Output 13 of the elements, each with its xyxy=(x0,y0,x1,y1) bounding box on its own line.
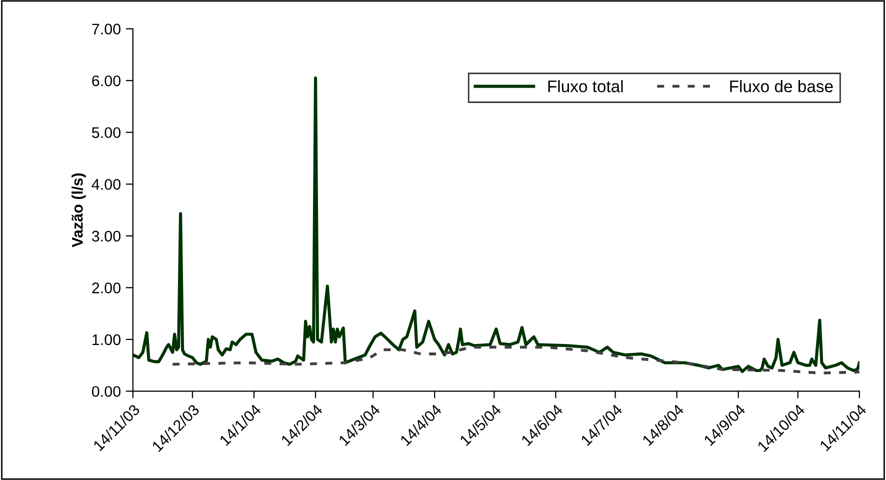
y-axis-title: Vazão (l/s) xyxy=(72,173,86,248)
y-tick-label: 5.00 xyxy=(92,127,120,138)
y-tick-label: 2.00 xyxy=(92,282,120,294)
legend-label: Fluxo total xyxy=(548,80,623,92)
line-series xyxy=(171,346,860,374)
y-tick-label: 4.00 xyxy=(92,178,120,190)
line-series xyxy=(132,76,860,374)
legend-label: Fluxo de base xyxy=(730,80,833,92)
y-tick-label: 6.00 xyxy=(92,75,120,86)
y-tick-label: 7.00 xyxy=(92,24,120,34)
y-tick-label: 3.00 xyxy=(92,230,120,242)
y-tick-label: 0.00 xyxy=(92,386,120,397)
y-tick-label: 1.00 xyxy=(92,334,120,346)
